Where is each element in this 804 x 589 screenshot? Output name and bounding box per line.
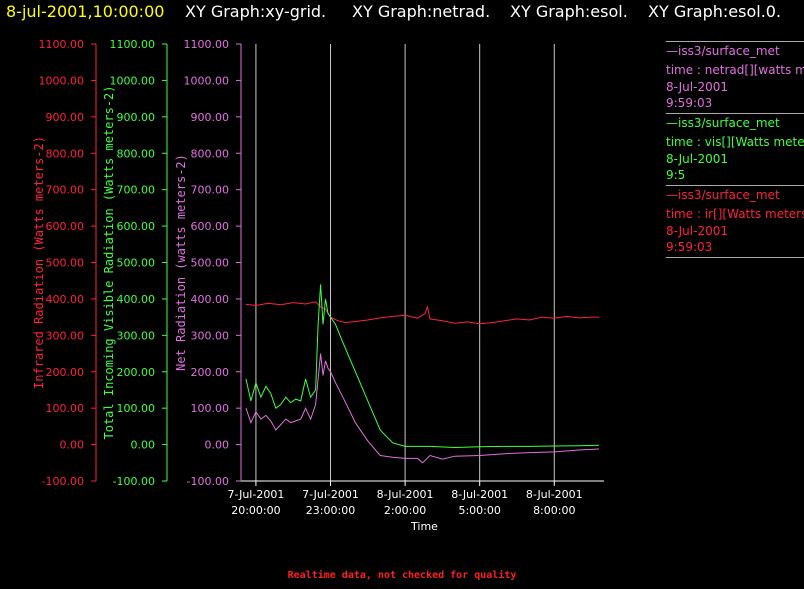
- y-tick-label: 800.00: [46, 147, 85, 160]
- y-tick-label: 0.00: [205, 439, 230, 452]
- x-tick-label-date: 7-Jul-2001: [228, 488, 285, 501]
- x-tick-label-time: 8:00:00: [533, 504, 575, 517]
- legend-separator: [666, 113, 804, 114]
- y-tick-label: 1000.00: [39, 74, 85, 87]
- legend-vis-date: 8-Jul-2001: [666, 152, 728, 166]
- y-tick-label: 700.00: [191, 184, 230, 197]
- y-tick-label: 0.00: [60, 439, 85, 452]
- y-tick-label: 500.00: [191, 257, 230, 270]
- y-tick-label: 1000.00: [184, 74, 230, 87]
- y-tick-label: 100.00: [117, 402, 156, 415]
- legend-ir-source: —iss3/surface_met: [666, 188, 780, 202]
- legend-ir-time: 9:59:03: [666, 240, 713, 254]
- x-tick-label-date: 8-Jul-2001: [451, 488, 508, 501]
- y-axis-title: Infrared Radiation (Watts meters-2): [32, 136, 46, 389]
- legend-netrad-variable: time : netrad[][watts meters-2]: [666, 63, 804, 77]
- y-tick-label: 700.00: [46, 184, 85, 197]
- legend-netrad-source: —iss3/surface_met: [666, 44, 780, 58]
- y-tick-label: -100.00: [187, 475, 229, 488]
- y-tick-label: 400.00: [117, 293, 156, 306]
- legend-netrad-time: 9:59:03: [666, 96, 713, 110]
- legend-netrad-date: 8-Jul-2001: [666, 80, 728, 94]
- quality-footnote: Realtime data, not checked for quality: [287, 570, 517, 581]
- legend-separator: [666, 41, 804, 42]
- y-tick-label: 600.00: [46, 220, 85, 233]
- y-tick-label: -100.00: [113, 475, 155, 488]
- y-tick-label: 700.00: [117, 184, 156, 197]
- header-graph-esol[interactable]: XY Graph:esol.: [510, 2, 628, 21]
- y-tick-label: 300.00: [191, 329, 230, 342]
- y-tick-label: 600.00: [117, 220, 156, 233]
- y-tick-label: 200.00: [46, 366, 85, 379]
- series-visible: [245, 284, 600, 449]
- x-tick-label-time: 2:00:00: [384, 504, 426, 517]
- legend-vis-time: 9:5: [666, 168, 686, 182]
- legend-ir-variable: time : ir[][Watts meters-2]: [666, 207, 804, 221]
- y-tick-label: 400.00: [46, 293, 85, 306]
- y-axis-title: Net Radiation (watts meters-2): [174, 154, 188, 371]
- y-tick-label: 100.00: [46, 402, 85, 415]
- header-graph-xy-grid[interactable]: XY Graph:xy-grid.: [185, 2, 327, 21]
- legend-separator: [666, 257, 804, 258]
- x-tick-label-date: 8-Jul-2001: [526, 488, 583, 501]
- y-tick-label: 1100.00: [110, 38, 156, 51]
- y-tick-label: 500.00: [46, 257, 85, 270]
- legend-vis-variable: time : vis[][Watts meters-2]: [666, 135, 804, 149]
- series-net-radiation: [245, 353, 600, 464]
- y-tick-label: 400.00: [191, 293, 230, 306]
- y-tick-label: 300.00: [117, 329, 156, 342]
- x-tick-label-date: 8-Jul-2001: [377, 488, 434, 501]
- header-graph-netrad[interactable]: XY Graph:netrad.: [352, 2, 491, 21]
- y-tick-label: 1000.00: [110, 74, 156, 87]
- x-axis-title: Time: [410, 520, 438, 533]
- header-date: 8-jul-2001,10:00:00: [6, 2, 165, 21]
- header-graph-esol-0[interactable]: XY Graph:esol.0.: [648, 2, 782, 21]
- y-tick-label: 900.00: [191, 111, 230, 124]
- x-tick-label-date: 7-Jul-2001: [302, 488, 359, 501]
- y-tick-label: 500.00: [117, 257, 156, 270]
- y-tick-label: 800.00: [191, 147, 230, 160]
- x-tick-label-time: 23:00:00: [306, 504, 355, 517]
- legend-separator: [666, 185, 804, 186]
- y-tick-label: 100.00: [191, 402, 230, 415]
- y-tick-label: 900.00: [46, 111, 85, 124]
- x-tick-label-time: 20:00:00: [231, 504, 280, 517]
- y-tick-label: 900.00: [117, 111, 156, 124]
- legend-ir-date: 8-Jul-2001: [666, 224, 728, 238]
- window-header: 8-jul-2001,10:00:00 XY Graph:xy-grid. XY…: [0, 0, 804, 24]
- y-tick-label: 0.00: [131, 439, 156, 452]
- legend-vis-source: —iss3/surface_met: [666, 116, 780, 130]
- y-tick-label: 600.00: [191, 220, 230, 233]
- y-tick-label: 1100.00: [184, 38, 230, 51]
- y-tick-label: 300.00: [46, 329, 85, 342]
- y-tick-label: 800.00: [117, 147, 156, 160]
- x-tick-label-time: 5:00:00: [458, 504, 500, 517]
- series-infrared: [245, 301, 599, 325]
- y-tick-label: 1100.00: [39, 38, 85, 51]
- y-tick-label: 200.00: [117, 366, 156, 379]
- y-tick-label: -100.00: [42, 475, 84, 488]
- y-tick-label: 200.00: [191, 366, 230, 379]
- y-axis-title: Total Incoming Visible Radiation (Watts …: [102, 85, 116, 439]
